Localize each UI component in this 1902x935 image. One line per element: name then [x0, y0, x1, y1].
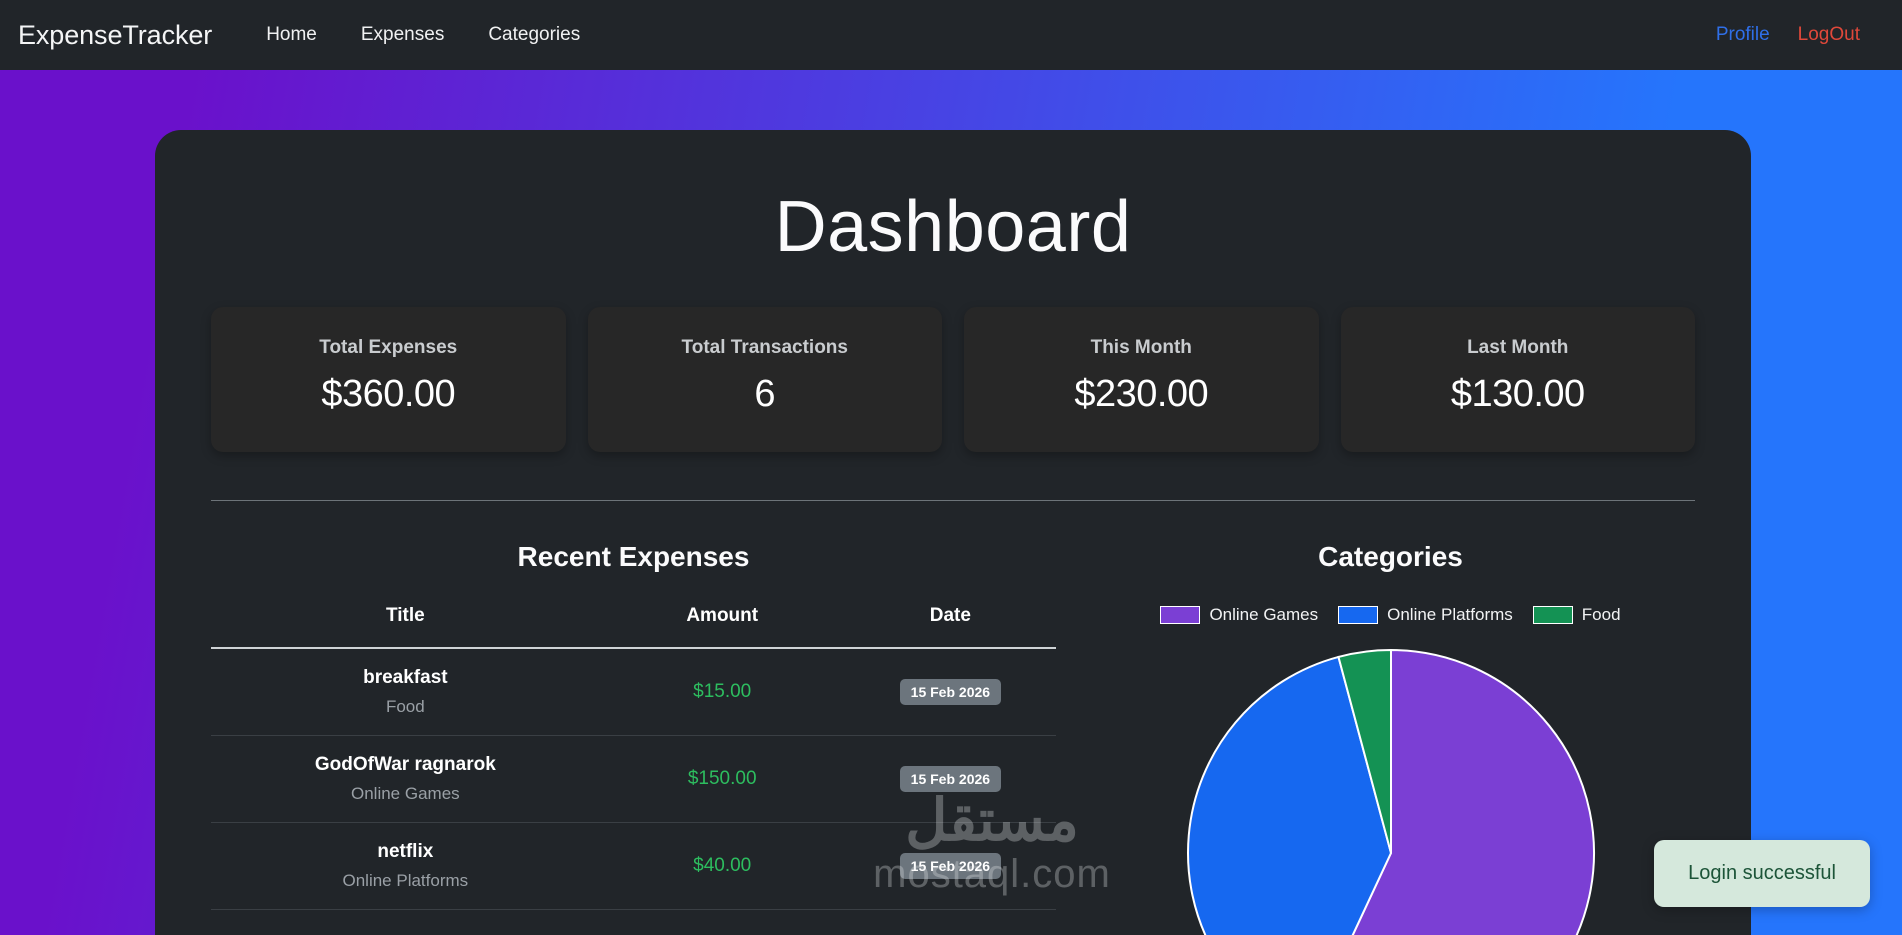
- pie-slice[interactable]: [1305, 649, 1595, 935]
- nav-item-profile[interactable]: Profile: [1715, 24, 1770, 45]
- table-header-row: Title Amount Date: [211, 605, 1056, 650]
- nav-item-logout[interactable]: LogOut: [1797, 24, 1860, 45]
- date-badge: 15 Feb 2026: [899, 679, 1002, 706]
- stat-card-total-transactions[interactable]: Total Transactions 6: [587, 307, 942, 453]
- legend-swatch-icon: [1532, 606, 1573, 625]
- stat-cards-row: Total Expenses $360.00 Total Transaction…: [197, 307, 1709, 453]
- date-badge: 15 Feb 2026: [899, 853, 1002, 880]
- stat-label: This Month: [1090, 337, 1192, 359]
- nav-item-home[interactable]: Home: [266, 24, 317, 45]
- stat-value: 6: [754, 373, 776, 416]
- cell-title: breakfast Food: [211, 648, 600, 737]
- column-header-date[interactable]: Date: [844, 605, 1056, 650]
- stat-value: $360.00: [321, 373, 456, 416]
- expense-category: Food: [385, 697, 425, 717]
- table-row[interactable]: breakfast Food $15.00 15 Feb 2026: [211, 648, 1056, 737]
- expense-name: GodOfWar ragnarok: [314, 754, 496, 776]
- pie-slice[interactable]: [1336, 649, 1392, 854]
- dashboard-panel: Dashboard Total Expenses $360.00 Total T…: [155, 130, 1751, 935]
- cell-amount: $150.00: [599, 735, 845, 824]
- nav-item-categories[interactable]: Categories: [488, 24, 581, 45]
- brand-logo[interactable]: ExpenseTracker: [18, 19, 213, 50]
- pie-slice[interactable]: [1186, 655, 1392, 935]
- expense-category: Online Games: [351, 784, 460, 804]
- toast-message: Login successful: [1688, 862, 1836, 884]
- column-header-amount[interactable]: Amount: [599, 605, 845, 650]
- expense-category: Online Platforms: [342, 871, 469, 891]
- cell-title: netflix Online Platforms: [211, 822, 600, 911]
- categories-pie-chart[interactable]: [1185, 647, 1597, 935]
- categories-section: Categories Online Games Online Platforms…: [1086, 541, 1695, 935]
- section-divider: [211, 500, 1695, 502]
- cell-date: 15 Feb 2026: [844, 648, 1056, 737]
- nav-item-expenses[interactable]: Expenses: [360, 24, 445, 45]
- pie-chart-container: [1086, 647, 1695, 935]
- dashboard-columns: Recent Expenses Title Amount Date breakf…: [197, 541, 1709, 935]
- legend-swatch-icon: [1160, 606, 1201, 625]
- expense-name: breakfast: [363, 667, 448, 689]
- table-row[interactable]: netflix Online Platforms $40.00 15 Feb 2…: [211, 822, 1056, 911]
- stat-card-last-month[interactable]: Last Month $130.00: [1340, 307, 1695, 453]
- stat-label: Total Transactions: [681, 337, 848, 359]
- cell-date: 15 Feb 2026: [844, 735, 1056, 824]
- legend-swatch-icon: [1338, 606, 1379, 625]
- legend-item-online-games[interactable]: Online Games: [1160, 605, 1318, 625]
- cell-amount: $40.00: [599, 822, 845, 911]
- cell-amount: $15.00: [599, 648, 845, 737]
- nav-links: Home Expenses Categories: [244, 18, 602, 52]
- page-background: Dashboard Total Expenses $360.00 Total T…: [0, 70, 1902, 935]
- cell-title: GodOfWar ragnarok Online Games: [211, 735, 600, 824]
- categories-title: Categories: [1318, 541, 1463, 573]
- legend-label: Online Platforms: [1387, 605, 1513, 625]
- toast-notification[interactable]: Login successful: [1654, 840, 1870, 907]
- nav-right-group: Profile LogOut: [1702, 18, 1870, 52]
- navbar: ExpenseTracker Home Expenses Categories …: [0, 0, 1902, 70]
- recent-expenses-table: Title Amount Date breakfast Food $15.00: [211, 605, 1056, 911]
- legend-label: Online Games: [1209, 605, 1319, 625]
- stat-value: $130.00: [1450, 373, 1585, 416]
- legend-item-online-platforms[interactable]: Online Platforms: [1338, 605, 1513, 625]
- stat-label: Total Expenses: [319, 337, 458, 359]
- table-head: Title Amount Date: [211, 605, 1056, 650]
- table-row[interactable]: GodOfWar ragnarok Online Games $150.00 1…: [211, 735, 1056, 824]
- recent-expenses-title: Recent Expenses: [517, 541, 750, 573]
- page-title: Dashboard: [774, 187, 1132, 267]
- pie-legend: Online Games Online Platforms Food: [1086, 605, 1695, 625]
- table-body: breakfast Food $15.00 15 Feb 2026 GodOfW…: [211, 648, 1056, 911]
- stat-card-this-month[interactable]: This Month $230.00: [964, 307, 1319, 453]
- stat-value: $230.00: [1074, 373, 1209, 416]
- expense-name: netflix: [377, 841, 434, 863]
- legend-item-food[interactable]: Food: [1532, 605, 1621, 625]
- stat-card-total-expenses[interactable]: Total Expenses $360.00: [211, 307, 566, 453]
- legend-label: Food: [1581, 605, 1621, 625]
- recent-expenses-section: Recent Expenses Title Amount Date breakf…: [211, 541, 1056, 935]
- date-badge: 15 Feb 2026: [899, 766, 1002, 793]
- column-header-title[interactable]: Title: [211, 605, 600, 650]
- cell-date: 15 Feb 2026: [844, 822, 1056, 911]
- stat-label: Last Month: [1467, 337, 1569, 359]
